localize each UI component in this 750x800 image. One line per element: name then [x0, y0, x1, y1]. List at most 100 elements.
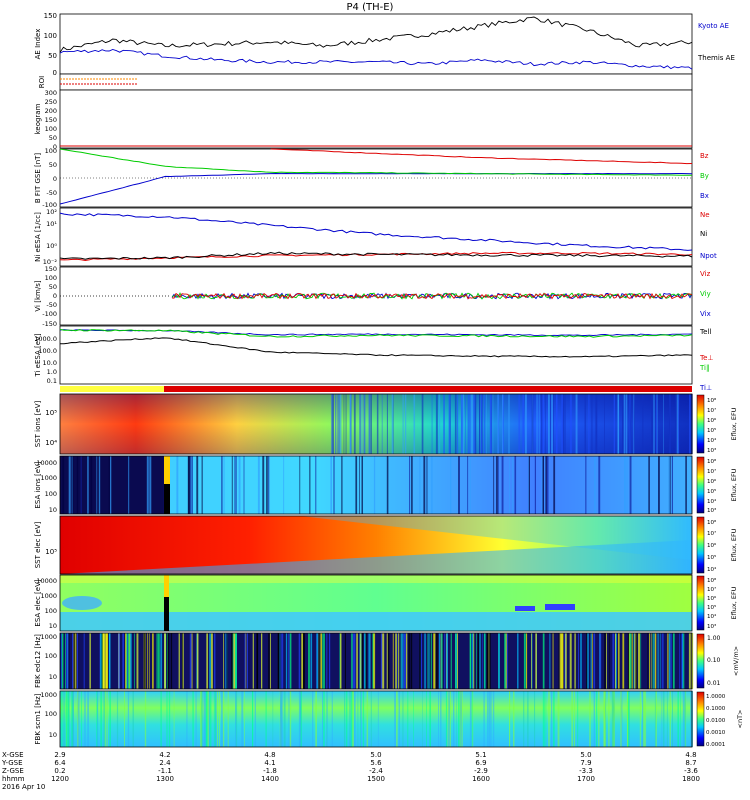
legend-bx: Bx [700, 192, 709, 200]
spectrogram-stripe [419, 456, 421, 514]
spectrogram-stripe [676, 394, 679, 454]
spectrogram-stripe [283, 456, 285, 514]
spectrogram-stripe [489, 691, 492, 747]
spectrogram-stripe [387, 633, 390, 689]
spectrogram-stripe [301, 633, 303, 689]
spectrogram-stripe [622, 633, 625, 689]
spectrogram-stripe [593, 691, 595, 747]
spectrogram-stripe [651, 633, 652, 689]
spectrogram-stripe [663, 633, 664, 689]
spectrogram-stripe [103, 633, 106, 689]
spectrogram-stripe [586, 633, 588, 689]
spectrogram-stripe [426, 691, 427, 747]
cbar-tick: 10⁶ [707, 417, 717, 424]
sst-elec-ytick: 10⁵ [45, 548, 57, 556]
spectrogram-stripe [471, 633, 474, 689]
xaxis-row-label: Z-GSE [2, 767, 24, 775]
spectrogram-stripe [337, 394, 339, 454]
spectrogram-stripe [382, 633, 385, 689]
spectrogram-stripe [420, 633, 422, 689]
spectrogram-stripe [299, 456, 301, 514]
spectrogram-stripe [629, 456, 632, 514]
spectrogram-stripe [565, 633, 567, 689]
spectrogram-stripe [467, 394, 470, 454]
xaxis-x: 2.9 [54, 751, 65, 759]
spectrogram-stripe [443, 394, 445, 454]
spectrogram-stripe [643, 691, 645, 747]
velocity-ylabel: Vi [km/s] [34, 280, 42, 311]
xaxis-time: 1300 [156, 775, 174, 783]
spectrogram-stripe [109, 633, 111, 689]
sst-elec-spectrogram: SST elec [eV] 10⁵ [34, 515, 693, 575]
spectrogram-stripe [256, 633, 258, 689]
density-ytick: 10⁻² [43, 258, 58, 266]
cbar-tick: 0.10 [707, 657, 721, 664]
spectrogram-stripe [472, 691, 474, 747]
spectrogram-stripe [684, 691, 686, 747]
spectrogram-stripe [409, 456, 411, 514]
spectrogram-stripe [492, 394, 494, 454]
spectrogram-stripe [68, 633, 70, 689]
spectrogram-stripe [618, 633, 620, 689]
spectrogram-stripe [391, 394, 394, 454]
spectrogram-stripe [679, 633, 681, 689]
spectrogram-stripe [178, 633, 180, 689]
cbar-tick: 1.0000 [706, 694, 726, 700]
spectrogram-stripe [339, 394, 340, 454]
spectrogram-stripe [543, 456, 544, 514]
spectrogram-stripe [606, 633, 607, 689]
spectrogram-stripe [629, 394, 632, 454]
cbar-tick: 10⁸ [707, 577, 717, 584]
spectrogram-stripe [98, 456, 101, 514]
spectrogram-stripe [633, 394, 635, 454]
spectrogram-stripe [542, 691, 544, 747]
spectrogram-stripe [536, 394, 538, 454]
spectrogram-stripe [60, 633, 62, 689]
spectrogram-stripe [531, 633, 533, 689]
spectrogram-stripe [690, 691, 692, 747]
fbk-e-yticks: 1000 100 10 [40, 633, 57, 681]
spectrogram-stripe [241, 691, 244, 747]
cbar-label: <mV/m> [732, 646, 740, 676]
spectrogram-stripe [343, 394, 345, 454]
spectrogram-stripe [469, 633, 471, 689]
spectrogram-stripe [349, 691, 351, 747]
spectrogram-stripe [548, 394, 551, 454]
spectrogram-stripe [594, 456, 596, 514]
spectrogram-stripe [87, 456, 89, 514]
spectrogram-stripe [72, 633, 74, 689]
cbar-tick: 10⁵ [707, 604, 716, 611]
spectrogram-stripe [603, 691, 605, 747]
spectrogram-stripe [626, 456, 628, 514]
spectrogram-stripe [312, 691, 314, 747]
legend-te-perp: Te⊥ [699, 354, 714, 362]
spectrogram-stripe [361, 394, 363, 454]
spectrogram-stripe [360, 691, 362, 747]
temperature-panel: Ti eESA [eV] 1000.0 100.0 10.0 1.0 0.1 T… [34, 325, 714, 392]
fbk-b-spectrogram: FBK scm1 [Hz] 1000 100 10 [34, 690, 693, 748]
spectrogram-stripe [542, 394, 545, 454]
spectrogram-stripe [359, 633, 361, 689]
spectrogram-stripe [359, 394, 361, 454]
spectrogram-stripe [678, 394, 679, 454]
sst-elec-ylabel: SST elec [eV] [34, 521, 42, 568]
spectrogram-stripe [565, 394, 566, 454]
kyoto-ae-line [59, 49, 693, 70]
spectrogram-stripe [166, 691, 168, 747]
spectrogram-stripe [196, 456, 199, 514]
spectrogram-stripe [168, 691, 171, 747]
legend-bz: Bz [700, 152, 709, 160]
spectrogram-stripe [67, 691, 69, 747]
spectrogram-stripe [425, 456, 427, 514]
spectrogram-stripe [200, 691, 203, 747]
spectrogram-stripe [332, 394, 334, 454]
spectrogram-stripe [430, 633, 432, 689]
fbk-e-spectrogram: FBK edc12 [Hz] 1000 100 10 [34, 632, 694, 690]
spectrogram-stripe [672, 691, 673, 747]
spectrogram-stripe [76, 456, 79, 514]
spectrogram-stripe [577, 691, 579, 747]
xaxis-y: 7.9 [580, 759, 591, 767]
spectrogram-stripe [438, 633, 441, 689]
roi-panel: ROI [38, 73, 693, 91]
spectrogram-stripe [213, 691, 215, 747]
